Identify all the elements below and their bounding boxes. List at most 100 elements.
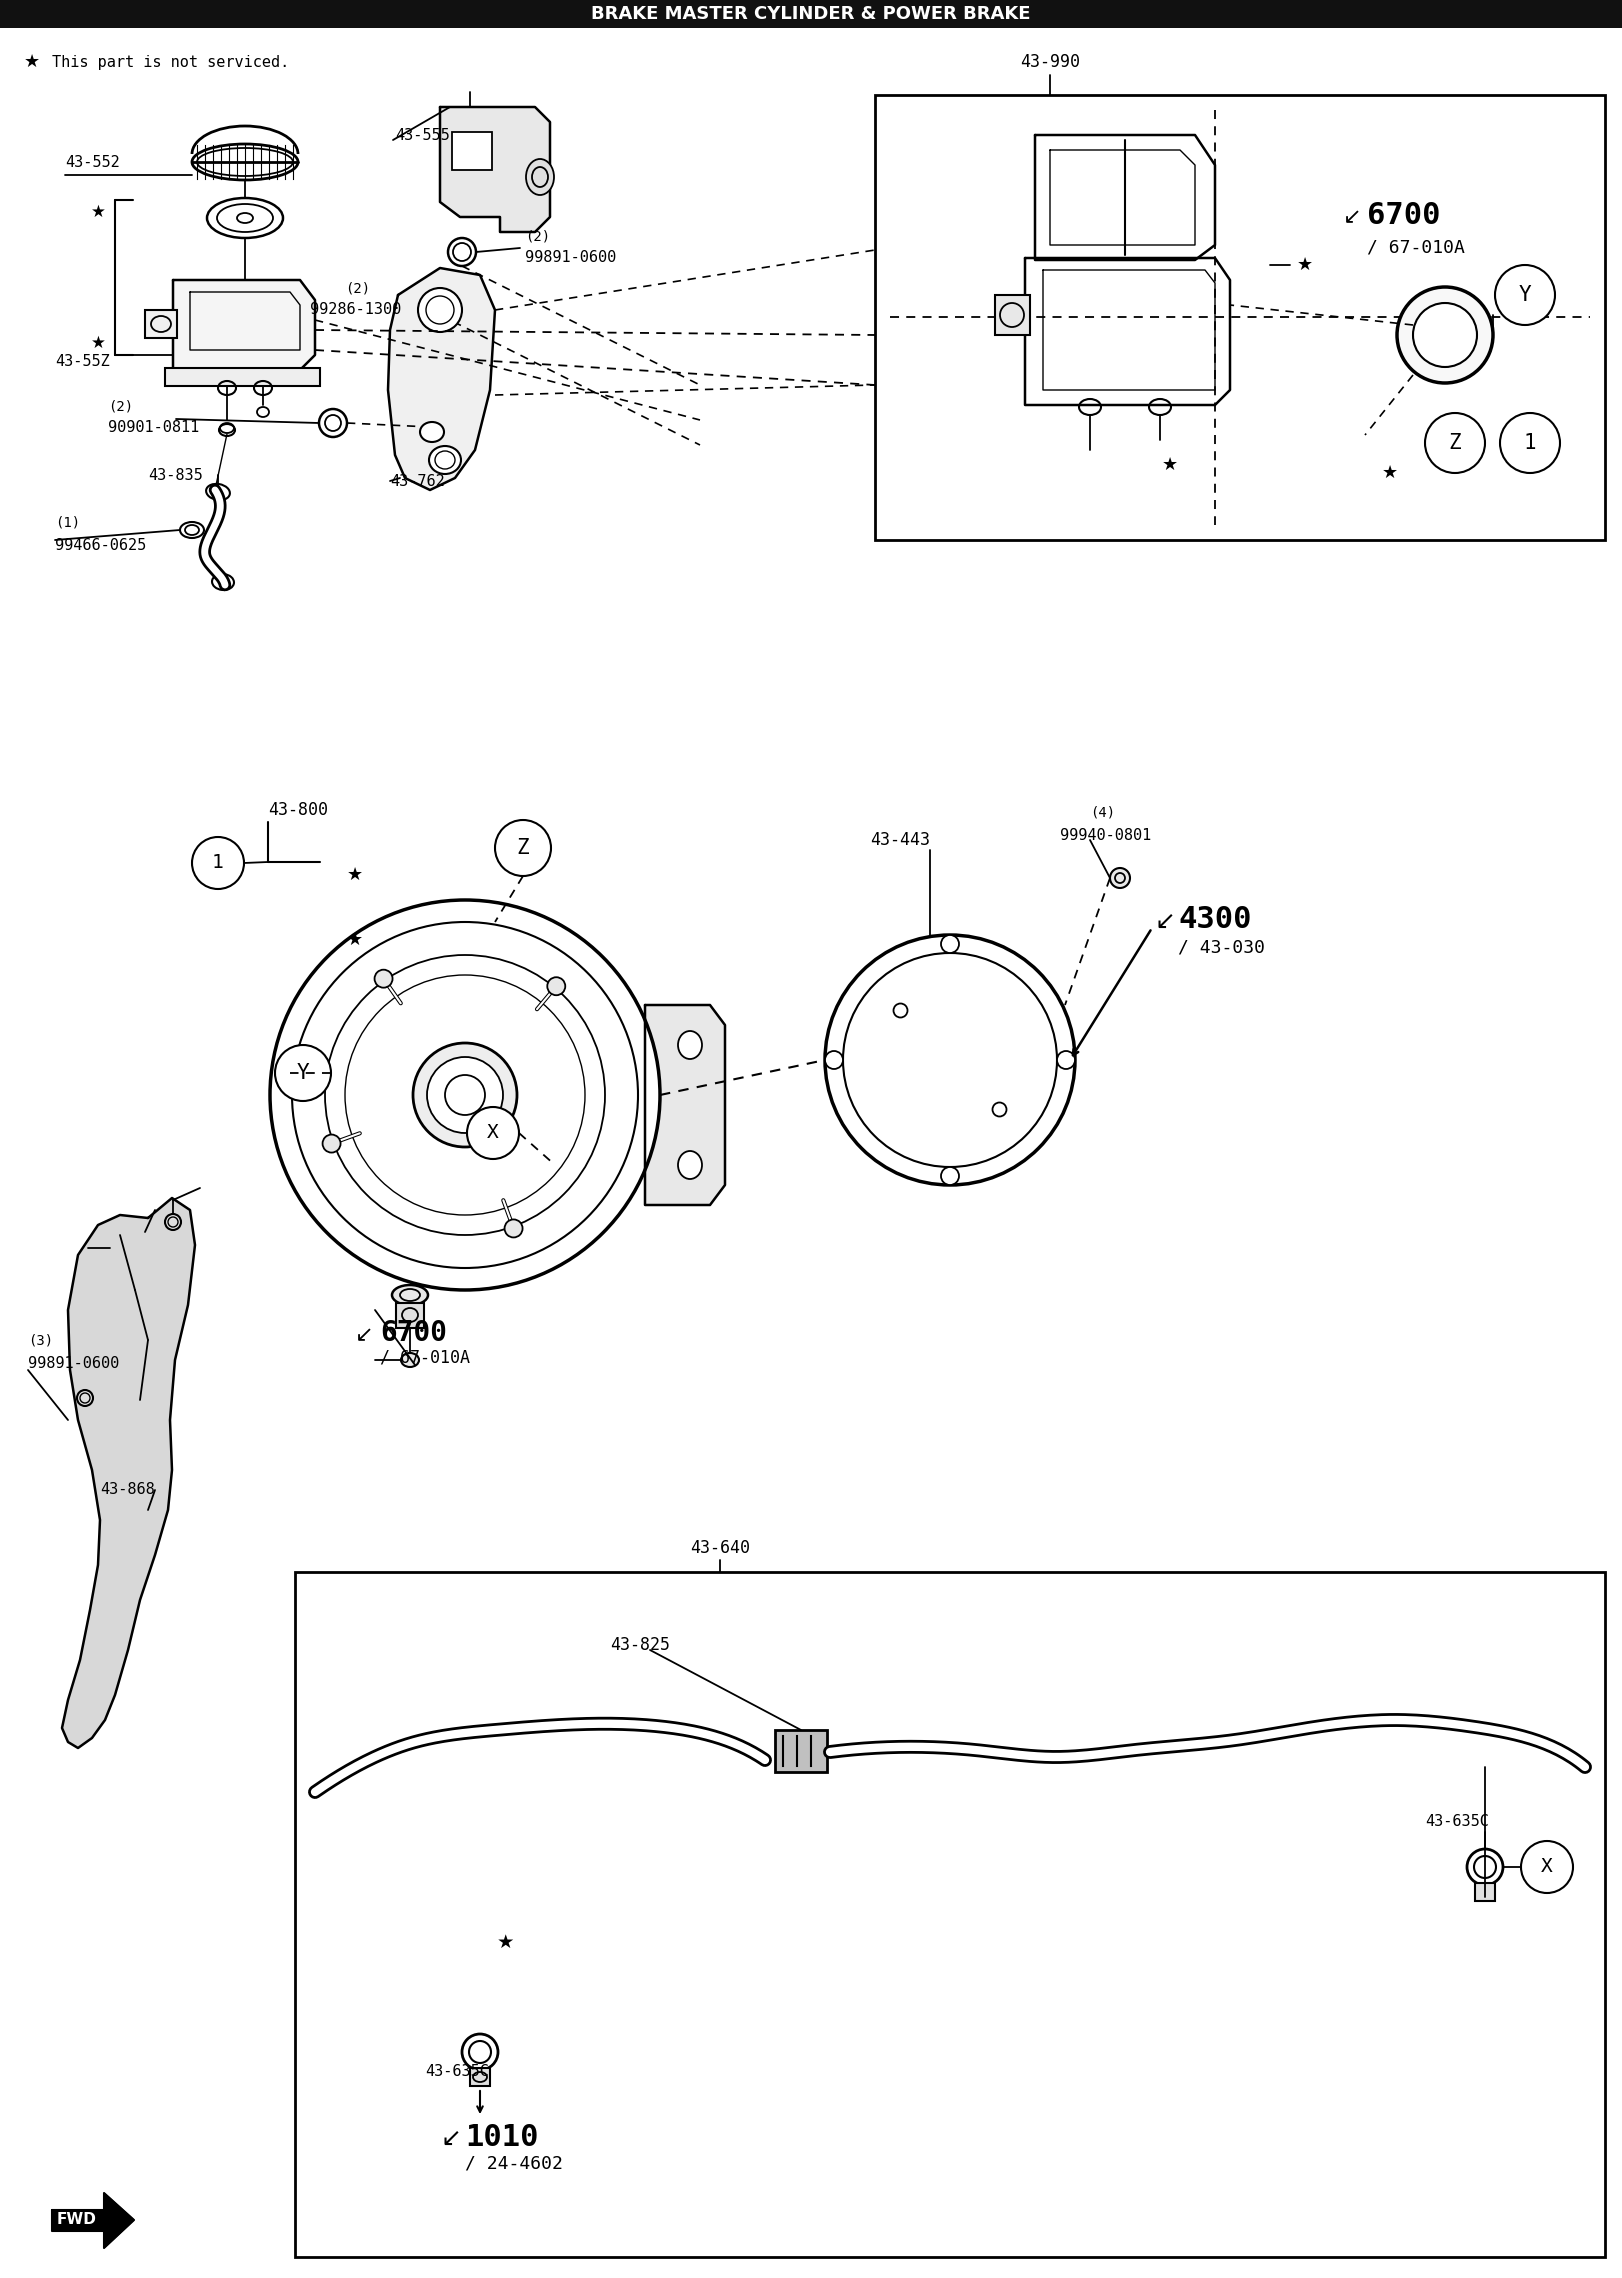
- Text: 6700: 6700: [380, 1319, 448, 1346]
- Text: 43-762: 43-762: [389, 474, 444, 487]
- Ellipse shape: [76, 1390, 92, 1406]
- Circle shape: [1058, 1050, 1075, 1068]
- Text: / 24-4602: / 24-4602: [466, 2155, 563, 2173]
- Text: ★: ★: [1298, 255, 1314, 273]
- Text: ↙: ↙: [440, 2128, 461, 2153]
- Polygon shape: [174, 280, 315, 369]
- Text: (2): (2): [526, 230, 550, 244]
- Text: ★: ★: [347, 932, 363, 950]
- Text: 4300: 4300: [1178, 904, 1252, 934]
- Text: ★: ★: [496, 1932, 514, 1952]
- Text: 43-55Z: 43-55Z: [55, 355, 110, 369]
- Text: (4): (4): [1090, 806, 1116, 820]
- Text: ↙: ↙: [355, 1326, 373, 1344]
- Ellipse shape: [526, 159, 555, 196]
- Bar: [0, 0, 1622, 27]
- Ellipse shape: [547, 977, 566, 995]
- Text: ★: ★: [91, 335, 105, 353]
- Bar: [874, 96, 1606, 540]
- Ellipse shape: [1397, 287, 1492, 383]
- Ellipse shape: [418, 287, 462, 333]
- Text: 43-800: 43-800: [268, 802, 328, 820]
- Polygon shape: [440, 107, 550, 232]
- Text: (2): (2): [109, 401, 133, 415]
- Circle shape: [427, 1057, 503, 1132]
- Ellipse shape: [428, 446, 461, 474]
- Circle shape: [941, 934, 959, 952]
- Bar: [396, 1303, 423, 1328]
- Ellipse shape: [504, 1219, 522, 1237]
- Circle shape: [1495, 264, 1555, 326]
- Text: X: X: [487, 1123, 500, 1144]
- Ellipse shape: [401, 1353, 418, 1367]
- Ellipse shape: [420, 421, 444, 442]
- Polygon shape: [646, 1005, 725, 1205]
- Text: (1): (1): [55, 517, 79, 531]
- Bar: [994, 294, 1030, 335]
- Polygon shape: [52, 2194, 135, 2248]
- Text: ↙: ↙: [1343, 207, 1361, 228]
- Text: 43-555: 43-555: [396, 128, 449, 144]
- Bar: [295, 1572, 1606, 2257]
- Text: ★: ★: [347, 866, 363, 884]
- Text: 43-552: 43-552: [65, 155, 120, 171]
- Ellipse shape: [678, 1150, 702, 1180]
- Circle shape: [993, 1103, 1007, 1116]
- Text: FWD: FWD: [57, 2212, 97, 2228]
- Text: Y: Y: [297, 1064, 310, 1082]
- Polygon shape: [1035, 134, 1215, 260]
- Bar: [453, 132, 491, 171]
- Circle shape: [941, 1166, 959, 1185]
- Text: Z: Z: [517, 838, 529, 859]
- Ellipse shape: [393, 1285, 428, 1305]
- Text: X: X: [1541, 1857, 1552, 1877]
- Circle shape: [894, 1005, 907, 1018]
- Bar: [144, 310, 177, 337]
- Text: ★: ★: [1161, 456, 1178, 474]
- Text: 1010: 1010: [466, 2123, 539, 2150]
- Text: / 67-010A: / 67-010A: [1367, 237, 1465, 255]
- Circle shape: [495, 820, 551, 877]
- Text: 43-868: 43-868: [101, 1483, 154, 1497]
- Text: 99940-0801: 99940-0801: [1061, 829, 1152, 843]
- Text: BRAKE MASTER CYLINDER & POWER BRAKE: BRAKE MASTER CYLINDER & POWER BRAKE: [592, 5, 1030, 23]
- Circle shape: [826, 1050, 843, 1068]
- Circle shape: [414, 1043, 517, 1148]
- Text: Y: Y: [1518, 285, 1531, 305]
- Text: 99891-0600: 99891-0600: [28, 1355, 120, 1371]
- Circle shape: [1426, 412, 1486, 474]
- Text: 43-825: 43-825: [610, 1636, 670, 1654]
- Text: (3): (3): [28, 1335, 54, 1349]
- Circle shape: [1521, 1841, 1573, 1893]
- Text: ↙: ↙: [1155, 911, 1176, 934]
- Ellipse shape: [678, 1032, 702, 1059]
- Ellipse shape: [323, 1134, 341, 1153]
- Circle shape: [1500, 412, 1560, 474]
- Text: 43-990: 43-990: [1020, 52, 1080, 71]
- Text: 99466-0625: 99466-0625: [55, 538, 146, 554]
- Text: 43-640: 43-640: [689, 1540, 749, 1556]
- Text: Z: Z: [1448, 433, 1461, 453]
- Circle shape: [1109, 868, 1131, 888]
- Circle shape: [269, 900, 660, 1289]
- Text: 99891-0600: 99891-0600: [526, 251, 616, 264]
- Text: 1: 1: [212, 854, 224, 872]
- Circle shape: [276, 1046, 331, 1100]
- Bar: [775, 1729, 827, 1772]
- Circle shape: [467, 1107, 519, 1160]
- Bar: [165, 369, 320, 385]
- Circle shape: [1466, 1850, 1504, 1884]
- Text: ★: ★: [91, 203, 105, 221]
- Text: / 43-030: / 43-030: [1178, 939, 1265, 957]
- Text: This part is not serviced.: This part is not serviced.: [52, 55, 289, 71]
- Text: 6700: 6700: [1367, 200, 1440, 230]
- Circle shape: [462, 2034, 498, 2071]
- Bar: [470, 2068, 490, 2087]
- Text: 43-635C: 43-635C: [1426, 1816, 1489, 1829]
- Circle shape: [191, 836, 243, 888]
- Text: 43-835: 43-835: [148, 467, 203, 483]
- Text: 43-635C: 43-635C: [425, 2064, 488, 2080]
- Ellipse shape: [375, 970, 393, 989]
- Ellipse shape: [165, 1214, 182, 1230]
- Text: 99286-1300: 99286-1300: [310, 303, 401, 317]
